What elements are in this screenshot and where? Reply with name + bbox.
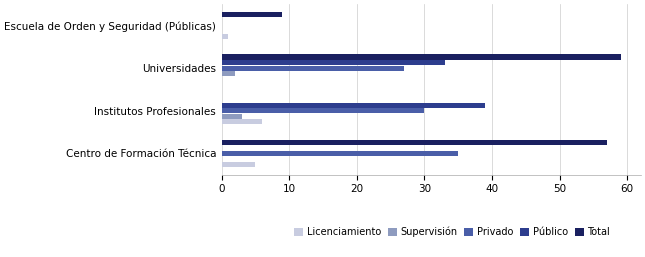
- Bar: [222, 119, 262, 124]
- Bar: [222, 151, 458, 156]
- Bar: [222, 12, 283, 17]
- Bar: [222, 34, 228, 39]
- Bar: [222, 71, 235, 76]
- Bar: [222, 140, 607, 145]
- Bar: [222, 162, 255, 167]
- Bar: [222, 54, 620, 60]
- Bar: [222, 103, 485, 108]
- Bar: [222, 108, 424, 113]
- Bar: [222, 66, 404, 71]
- Bar: [222, 114, 242, 119]
- Bar: [222, 60, 445, 65]
- Legend: Licenciamiento, Supervisión, Privado, Público, Total: Licenciamiento, Supervisión, Privado, Pú…: [290, 223, 614, 241]
